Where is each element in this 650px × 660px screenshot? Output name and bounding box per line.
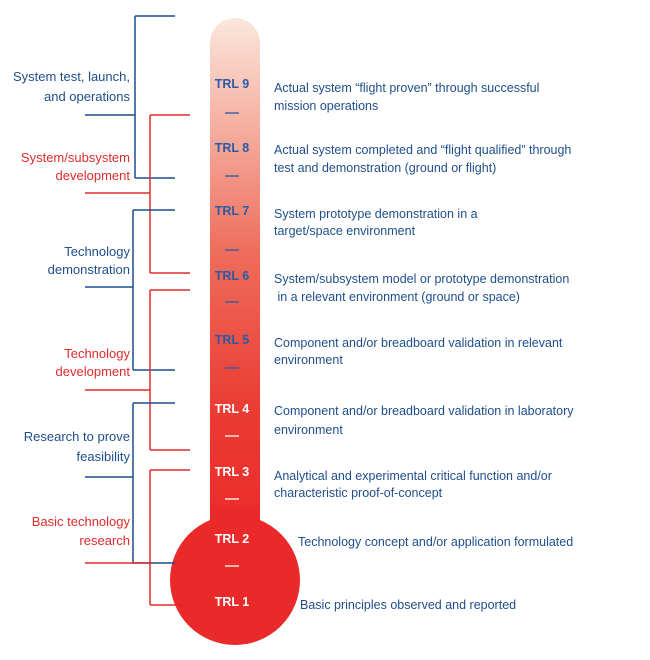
trl-description-line: test and demonstration (ground or flight… [274,161,496,175]
trl-description: Basic principles observed and reported [300,598,516,612]
phase-label: Research to prove feasibility [24,429,131,464]
phase-bracket [85,114,190,274]
trl-description-line: Basic principles observed and reported [300,598,516,612]
phase-brackets [85,15,190,606]
phase-bracket [85,15,175,179]
trl-descriptions: Actual system “flight proven” through su… [274,81,574,612]
trl-description: Technology concept and/or application fo… [298,535,573,549]
phase-label-line: development [56,168,131,183]
phase-label: Technology demonstration [48,244,131,277]
trl-label: TRL 7 [215,204,250,218]
phase-label-line: research [79,533,130,548]
phase-label-line: System test, launch, [13,69,130,84]
trl-description-line: Component and/or breadboard validation i… [274,336,563,350]
thermometer-neck [210,505,260,545]
trl-description-line: Actual system completed and “flight qual… [274,143,571,157]
phase-labels: System test, launch, and operationsSystem… [13,69,131,548]
phase-label-line: demonstration [48,262,130,277]
trl-description-line: environment [274,353,343,367]
thermometer-bulb [170,515,300,645]
trl-description: System/subsystem model or prototype demo… [274,272,569,304]
phase-label-line: Research to prove [24,429,130,444]
phase-label: System/subsystem development [21,150,130,183]
trl-description: Actual system completed and “flight qual… [274,143,571,175]
phase-label-line: Technology [64,244,130,259]
phase-label-line: Basic technology [32,514,131,529]
trl-description: Component and/or breadboard validation i… [274,404,574,437]
trl-description-line: System/subsystem model or prototype demo… [274,272,569,286]
phase-label-line: Technology [64,346,130,361]
trl-description: Actual system “flight proven” through su… [274,81,539,113]
trl-description-line: Technology concept and/or application fo… [298,535,573,549]
phase-label-line: System/subsystem [21,150,130,165]
phase-label: System test, launch, and operations [13,69,131,104]
trl-description-line: Analytical and experimental critical fun… [274,469,552,483]
phase-label-line: and operations [44,89,131,104]
trl-labels: TRL 9 TRL 8 TRL 7 TRL 6 TRL 5 TRL 4 TRL 3 TRL 2… [215,77,250,609]
trl-label: TRL 2 [215,532,250,546]
trl-label: TRL 3 [215,465,250,479]
trl-label: TRL 4 [215,402,250,416]
trl-label: TRL 6 [215,269,250,283]
trl-description: Analytical and experimental critical fun… [274,469,552,500]
phase-label: Basic technology research [32,514,131,548]
trl-description-line: Component and/or breadboard validation i… [274,404,574,418]
trl-description-line: Actual system “flight proven” through su… [274,81,539,95]
trl-description: Component and/or breadboard validation i… [274,336,563,367]
phase-bracket [85,209,175,371]
trl-description-line: mission operations [274,99,378,113]
thermometer [170,18,300,645]
trl-label: TRL 9 [215,77,250,91]
phase-label-line: feasibility [77,449,131,464]
phase-bracket [85,289,190,451]
phase-label: Technology development [56,346,131,379]
phase-bracket [85,469,190,606]
trl-description-line: in a relevant environment (ground or spa… [274,290,520,304]
trl-label: TRL 8 [215,141,250,155]
phase-label-line: development [56,364,131,379]
trl-description-line: environment [274,423,343,437]
trl-description-line: System prototype demonstration in a [274,207,478,221]
thermometer-tube [210,18,260,548]
trl-description-line: characteristic proof-of-concept [274,486,443,500]
trl-description: System prototype demonstration in a targe… [274,207,478,238]
trl-label: TRL 5 [215,333,250,347]
trl-label: TRL 1 [215,595,250,609]
trl-description-line: target/space environment [274,224,416,238]
trl-dashes [225,112,239,567]
